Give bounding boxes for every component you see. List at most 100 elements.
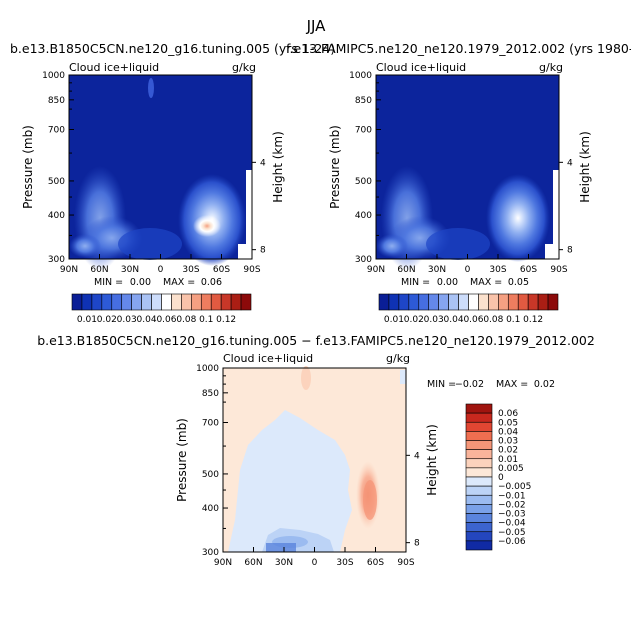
test-colorbar-swatch — [161, 293, 172, 311]
control-ytick-label: 400 — [355, 211, 372, 221]
diff-height-tick-label: 8 — [414, 539, 420, 549]
control-colorbar-swatch — [448, 293, 459, 311]
control-field-label: Cloud ice+liquid — [376, 61, 466, 74]
control-colorbar-label: 0.06 — [463, 315, 483, 325]
diff-xtick-label: 60N — [244, 558, 262, 568]
test-ytick-label: 500 — [48, 177, 65, 187]
control-height-tick-label: 8 — [567, 246, 573, 256]
test-run-title: b.e13.B1850C5CN.ne120_g16.tuning.005 (yr… — [10, 41, 335, 56]
diff-colorbar-swatch — [465, 494, 493, 505]
diff-colorbar-label: 0.04 — [498, 427, 518, 437]
control-ylabel: Pressure (mb) — [328, 125, 342, 209]
diff-colorbar-label: −0.01 — [498, 491, 526, 501]
diff-colorbar-label: −0.02 — [498, 500, 526, 510]
test-colorbar-swatch — [171, 293, 182, 311]
test-xtick-label: 90N — [60, 265, 78, 275]
test-colorbar-label: 0.01 — [77, 315, 97, 325]
test-colorbar-swatch — [111, 293, 123, 311]
diff-colorbar-label: −0.04 — [498, 519, 526, 529]
diff-colorbar-label: −0.05 — [498, 528, 526, 538]
diff-colorbar-swatch — [465, 458, 493, 469]
control-colorbar-swatch — [388, 293, 400, 311]
test-height-tick-label: 8 — [260, 246, 266, 256]
test-xtick-label: 90S — [243, 265, 260, 275]
test-ytick-label: 300 — [48, 255, 65, 265]
diff-colorbar-swatch — [465, 540, 493, 551]
test-colorbar-label: 0.08 — [176, 315, 196, 325]
diff-colorbar-label: 0.01 — [498, 455, 518, 465]
diff-ytick-label: 400 — [202, 504, 219, 514]
diff-ytick-label: 1000 — [196, 364, 219, 374]
test-colorbar-label: 0.03 — [117, 315, 137, 325]
test-colorbar-swatch — [240, 293, 252, 311]
test-xtick-label: 60N — [90, 265, 108, 275]
diff-field-label: Cloud ice+liquid — [223, 352, 313, 365]
diff-colorbar-swatch — [465, 522, 493, 533]
control-plot-area — [375, 74, 560, 270]
control-xtick-label: 60N — [397, 265, 415, 275]
test-stats-max-label: MAX = — [163, 277, 195, 288]
diff-height-tick-label: 4 — [414, 451, 420, 461]
diff-colorbar-swatch — [465, 431, 493, 441]
control-colorbar-swatch — [418, 293, 430, 311]
control-stats-max-label: MAX = — [470, 277, 502, 288]
figure-title: JJA — [306, 17, 327, 35]
test-panel: Cloud ice+liquid g/kg — [68, 61, 256, 270]
diff-units: g/kg — [386, 352, 410, 365]
test-xtick-label: 30N — [121, 265, 139, 275]
control-ytick-label: 300 — [355, 255, 372, 265]
diff-colorbar-label: −0.06 — [498, 537, 526, 547]
control-colorbar-label: 0.04 — [444, 315, 464, 325]
control-colorbar-swatch — [468, 293, 479, 311]
test-field-label: Cloud ice+liquid — [69, 61, 159, 74]
diff-stats-min-value: −0.02 — [455, 379, 484, 390]
test-colorbar-label: 0.02 — [97, 315, 117, 325]
test-colorbar-swatch — [131, 293, 142, 311]
control-colorbar-swatch — [547, 293, 559, 311]
diff-xtick-label: 30S — [336, 558, 353, 568]
diff-colorbar-label: −0.03 — [498, 510, 526, 520]
control-colorbar-swatch — [498, 293, 509, 311]
diff-colorbar-label: 0 — [498, 473, 504, 483]
test-colorbar-swatch — [91, 293, 103, 311]
diff-colorbar-label: 0.06 — [498, 409, 518, 419]
control-xtick-label: 90N — [367, 265, 385, 275]
diff-colorbar-swatch — [465, 504, 493, 514]
diff-colorbar-swatch — [465, 449, 493, 460]
diff-colorbar-swatch — [465, 421, 493, 432]
test-colorbar-swatch — [200, 293, 212, 311]
control-ytick-label: 850 — [355, 96, 372, 106]
diff-xtick-label: 30N — [275, 558, 293, 568]
diff-ytick-label: 850 — [202, 389, 219, 399]
test-stats-min-label: MIN = — [94, 277, 123, 288]
control-colorbar-swatch — [478, 293, 489, 311]
diff-stats-min-label: MIN = — [427, 379, 456, 390]
test-xtick-label: 30S — [182, 265, 199, 275]
test-colorbar-swatch — [220, 293, 232, 311]
diff-ylabel2: Height (km) — [425, 424, 439, 495]
test-colorbar-swatch — [191, 293, 202, 311]
diff-colorbar-swatch — [465, 412, 493, 423]
control-colorbar-label: 0.12 — [523, 315, 543, 325]
test-ylabel: Pressure (mb) — [21, 125, 35, 209]
diff-xtick-label: 0 — [312, 558, 318, 568]
test-colorbar-swatch — [121, 293, 132, 311]
test-colorbar-label: 0.06 — [156, 315, 176, 325]
test-colorbar-swatch — [71, 293, 83, 311]
test-xtick-label: 60S — [213, 265, 230, 275]
diff-colorbar-label: −0.005 — [498, 482, 531, 492]
test-colorbar-label: 0.1 — [199, 315, 213, 325]
control-stats-max-value: 0.05 — [508, 277, 529, 288]
diff-colorbar-swatch — [465, 485, 493, 496]
diff-run-title: b.e13.B1850C5CN.ne120_g16.tuning.005 − f… — [37, 333, 595, 348]
diff-stats-max-value: 0.02 — [534, 379, 555, 390]
diff-colorbar-swatch — [465, 403, 493, 414]
diff-ytick-label: 500 — [202, 470, 219, 480]
diff-panel: Cloud ice+liquid g/kg — [222, 352, 410, 553]
control-stats-min-label: MIN = — [401, 277, 430, 288]
control-xtick-label: 0 — [465, 265, 471, 275]
test-colorbar-swatch — [141, 293, 152, 311]
diff-ytick-label: 700 — [202, 419, 219, 429]
control-colorbar-label: 0.02 — [404, 315, 424, 325]
